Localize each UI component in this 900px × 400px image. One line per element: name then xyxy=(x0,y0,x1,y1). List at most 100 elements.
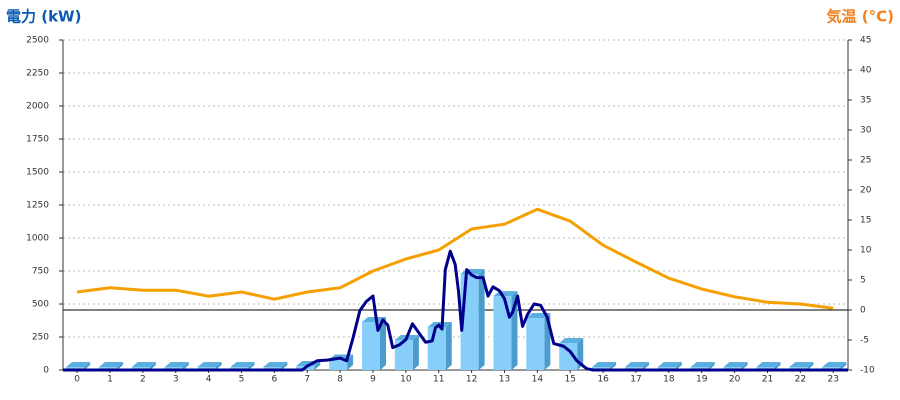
y2-tick-label: 35 xyxy=(860,96,871,106)
bar-face xyxy=(592,362,617,367)
x-tick-label: 8 xyxy=(337,375,343,385)
bar-face xyxy=(164,362,189,367)
bar-face xyxy=(361,321,380,370)
bar-face xyxy=(215,362,222,370)
bar-face xyxy=(642,362,649,370)
y2-tick-label: -5 xyxy=(860,336,869,346)
y2-tick-label: 30 xyxy=(860,126,872,136)
y-tick-label: 250 xyxy=(32,333,49,343)
bar-face xyxy=(131,362,156,367)
bar-face xyxy=(559,342,578,370)
bar-face xyxy=(329,359,348,370)
bar-face xyxy=(741,362,748,370)
x-tick-label: 6 xyxy=(272,375,278,385)
x-tick-label: 3 xyxy=(173,375,179,385)
x-tick-label: 10 xyxy=(400,375,412,385)
x-tick-label: 4 xyxy=(206,375,212,385)
x-tick-label: 18 xyxy=(663,375,675,385)
bar-face xyxy=(263,362,288,367)
x-tick-label: 16 xyxy=(597,375,609,385)
y-tick-label: 500 xyxy=(32,300,49,310)
y2-tick-label: 0 xyxy=(860,306,866,316)
bar-face xyxy=(117,362,124,370)
bar xyxy=(361,316,386,370)
bar-face xyxy=(281,362,288,370)
y-tick-label: 1000 xyxy=(26,234,49,244)
x-tick-label: 14 xyxy=(532,375,544,385)
y2-axis-title: 気温 (°C) xyxy=(827,8,894,26)
y-tick-label: 1250 xyxy=(26,201,49,211)
bar-face xyxy=(840,362,847,370)
x-tick-label: 13 xyxy=(499,375,510,385)
y2-tick-label: 15 xyxy=(860,216,871,226)
y-tick-label: 1500 xyxy=(26,168,49,178)
y2-tick-label: 25 xyxy=(860,156,871,166)
bar-face xyxy=(230,362,255,367)
bar-face xyxy=(493,296,512,370)
bar-face xyxy=(379,316,386,370)
bar-face xyxy=(789,362,814,367)
line xyxy=(76,207,834,310)
x-tick-label: 15 xyxy=(564,375,575,385)
bar xyxy=(427,321,452,370)
bar-face xyxy=(84,362,91,370)
bar-face xyxy=(624,362,649,367)
x-tick-label: 21 xyxy=(762,375,773,385)
bar-face xyxy=(807,362,814,370)
bar-face xyxy=(526,317,545,370)
y2-tick-label: 45 xyxy=(860,36,871,46)
x-tick-label: 0 xyxy=(74,375,80,385)
y2-tick-label: -10 xyxy=(860,366,875,376)
y-tick-label: 2000 xyxy=(26,102,49,112)
x-tick-label: 1 xyxy=(107,375,113,385)
bar-face xyxy=(478,269,485,370)
y2-tick-label: 5 xyxy=(860,276,866,286)
bar-face xyxy=(822,362,847,367)
bar-face xyxy=(248,362,255,370)
x-tick-label: 11 xyxy=(433,375,444,385)
y2-tick-label: 40 xyxy=(860,66,872,76)
bar-face xyxy=(657,362,682,367)
bar-face xyxy=(412,335,419,370)
bar-face xyxy=(66,362,91,367)
bar-face xyxy=(774,362,781,370)
x-tick-label: 9 xyxy=(370,375,376,385)
x-tick-label: 5 xyxy=(239,375,245,385)
bar-face xyxy=(361,316,386,322)
x-tick-label: 20 xyxy=(729,375,741,385)
line xyxy=(63,249,848,372)
bar-face xyxy=(723,362,748,367)
bar-face xyxy=(197,362,222,367)
x-tick-label: 12 xyxy=(466,375,477,385)
bar-face xyxy=(149,362,156,370)
x-tick-label: 19 xyxy=(696,375,708,385)
bar-face xyxy=(756,362,781,367)
y-tick-label: 2250 xyxy=(26,69,49,79)
bar xyxy=(329,354,354,370)
y-tick-label: 1750 xyxy=(26,135,49,145)
bar-face xyxy=(610,362,617,370)
bar-face xyxy=(99,362,124,367)
bar-face xyxy=(427,326,446,370)
x-tick-label: 2 xyxy=(140,375,146,385)
y-tick-label: 750 xyxy=(32,267,49,277)
y-axis-title: 電力 (kW) xyxy=(6,8,81,26)
x-tick-label: 7 xyxy=(304,375,310,385)
bar xyxy=(559,337,584,370)
bar-face xyxy=(690,362,715,367)
x-tick-label: 22 xyxy=(795,375,806,385)
bar-face xyxy=(708,362,715,370)
y-tick-label: 0 xyxy=(43,366,49,376)
bar-face xyxy=(445,321,452,370)
bar-face xyxy=(559,337,584,343)
bar-face xyxy=(182,362,189,370)
y-tick-label: 2500 xyxy=(26,36,49,46)
bar-face xyxy=(675,362,682,370)
x-tick-label: 23 xyxy=(827,375,838,385)
x-tick-label: 17 xyxy=(630,375,641,385)
y2-tick-label: 20 xyxy=(860,186,872,196)
y2-tick-label: 10 xyxy=(860,246,872,256)
bar-face xyxy=(314,361,321,370)
bar-face xyxy=(394,340,413,370)
